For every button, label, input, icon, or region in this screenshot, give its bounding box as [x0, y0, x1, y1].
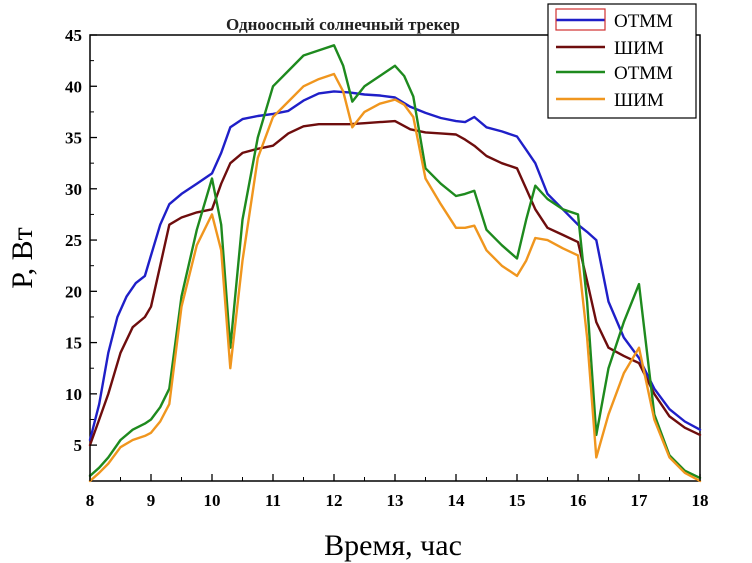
x-axis-title: Время, час [324, 529, 462, 562]
x-tick-label: 10 [204, 491, 221, 510]
y-tick-label: 40 [65, 77, 82, 96]
x-tick-label: 8 [86, 491, 95, 510]
y-tick-label: 5 [74, 436, 83, 455]
legend-selection-box [555, 8, 606, 31]
y-axis-title: P, Вт [6, 227, 39, 288]
legend-label-1: ОТММ [614, 11, 673, 32]
series-line-2 [88, 119, 702, 447]
series-line-4 [88, 72, 702, 483]
x-tick-label: 16 [570, 491, 587, 510]
x-tick-label: 13 [387, 491, 404, 510]
legend-label-2: ШИМ [614, 38, 664, 59]
legend: ОТММ ШИМ ОТММ ШИМ [547, 3, 697, 119]
series-line-1 [88, 90, 702, 442]
x-tick-label: 15 [509, 491, 526, 510]
x-tick-label: 18 [692, 491, 709, 510]
y-tick-label: 35 [65, 129, 82, 148]
tick-layer: 8 9 10 11 12 13 14 15 16 17 18 5 10 15 20 25 30 35 40 45 [65, 26, 709, 510]
x-tick-label: 12 [326, 491, 343, 510]
series-layer [88, 44, 702, 483]
legend-label-4: ШИМ [614, 90, 664, 111]
x-tick-label: 14 [448, 491, 466, 510]
y-tick-label: 20 [65, 282, 82, 301]
y-tick-label: 25 [65, 231, 82, 250]
series-line-3 [88, 44, 702, 480]
y-tick-label: 10 [65, 385, 82, 404]
x-tick-label: 17 [631, 491, 649, 510]
y-tick-label: 45 [65, 26, 82, 45]
chart-title: Одноосный солнечный трекер [226, 15, 460, 34]
x-tick-label: 9 [147, 491, 156, 510]
y-tick-label: 15 [65, 334, 82, 353]
x-tick-label: 11 [265, 491, 281, 510]
legend-label-3: ОТММ [614, 63, 673, 84]
y-tick-label: 30 [65, 180, 82, 199]
